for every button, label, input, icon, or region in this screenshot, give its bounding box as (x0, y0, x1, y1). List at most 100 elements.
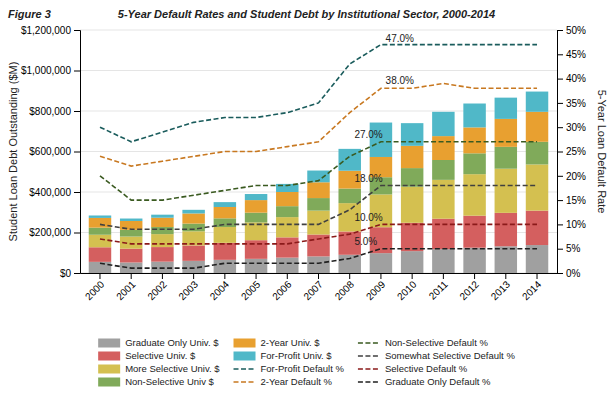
legend-label: For-Profit Univ. $ (261, 350, 333, 361)
line (100, 83, 537, 166)
legend-swatch (234, 368, 256, 370)
bar (401, 146, 423, 168)
chart: 2000200120022003200420052006200720082009… (0, 0, 613, 393)
x-tick: 2014 (520, 273, 544, 302)
x-tick: 2001 (114, 273, 138, 302)
tick-label: $1,000,000 (21, 65, 71, 76)
tick-label: $0 (60, 268, 72, 279)
tick-label: 40% (566, 73, 586, 84)
line (100, 45, 537, 142)
tick-label: 30% (566, 122, 586, 133)
tick-mark (318, 273, 319, 279)
tick-mark (162, 273, 163, 279)
bar-series (89, 142, 549, 237)
bar (463, 216, 485, 248)
x-tick: 2012 (457, 273, 481, 302)
tick-mark (557, 127, 563, 128)
legend-label: For-Profit Default % (261, 363, 345, 374)
y2-tick: 15% (557, 195, 586, 206)
bar (245, 222, 267, 240)
tick-label: 2012 (457, 278, 481, 302)
tick-mark (380, 273, 381, 279)
x-tick: 2003 (176, 273, 200, 302)
tick-label: 2003 (176, 278, 200, 302)
legend-swatch (98, 339, 120, 348)
tick-mark (224, 273, 225, 279)
legend-label: Non-Selective Default % (385, 337, 489, 348)
bar (495, 98, 517, 119)
bar (214, 243, 236, 260)
tick-mark (74, 111, 80, 112)
bar (276, 217, 298, 237)
tick-mark (74, 71, 80, 72)
bar (276, 192, 298, 206)
bar (463, 248, 485, 273)
bar (526, 164, 548, 210)
y-tick: $800,000 (29, 106, 80, 117)
bar (151, 262, 173, 273)
legend-item: Non-Selective Default % (358, 337, 489, 348)
bar (526, 92, 548, 112)
tick-mark (557, 30, 563, 31)
legend-label: More Selective Univ. $ (125, 363, 220, 374)
grid-line (80, 30, 557, 31)
tick-label: 2000 (83, 278, 107, 302)
bar (495, 119, 517, 147)
y2-tick: 20% (557, 171, 586, 182)
tick-label: 50% (566, 25, 586, 36)
grid (80, 30, 557, 273)
tick-label: $800,000 (29, 106, 71, 117)
tick-label: 2001 (114, 278, 138, 302)
x-tick: 2011 (427, 273, 450, 302)
line (100, 224, 537, 243)
tick-mark (443, 273, 444, 279)
axis-line (558, 31, 564, 274)
tick-mark (557, 54, 563, 55)
legend-swatch (234, 381, 256, 383)
x-tick: 2013 (489, 273, 513, 302)
tick-label: 25% (566, 146, 586, 157)
tick-label: 2010 (395, 278, 419, 302)
y-tick: $600,000 (29, 146, 80, 157)
bar (276, 206, 298, 217)
tick-mark (412, 273, 413, 279)
tick-label: 2011 (427, 278, 450, 301)
bar (182, 213, 204, 223)
legend-item: More Selective Univ. $ (98, 363, 220, 374)
tick-mark (287, 273, 288, 279)
y2-tick: 35% (557, 98, 586, 109)
tick-label: 45% (566, 49, 586, 60)
bar (338, 189, 360, 204)
figure-label: Figure 3 (8, 8, 51, 20)
tick-mark (557, 224, 563, 225)
tick-label: 2009 (364, 278, 388, 302)
y2-tick: 0% (557, 268, 581, 279)
y2-tick: 40% (557, 73, 586, 84)
bar (463, 104, 485, 128)
legend-item: Somewhat Selective Default % (358, 350, 515, 361)
tick-label: $600,000 (29, 146, 71, 157)
legend-swatch (234, 339, 256, 348)
legend-label: Graduate Only Univ. $ (125, 337, 219, 348)
bar (245, 200, 267, 213)
bar (214, 218, 236, 227)
axis-line (74, 31, 81, 274)
legend-item: 2-Year Univ. $ (234, 337, 321, 348)
legend-swatch (358, 381, 380, 383)
legend-item: Non-Selective Univ $ (98, 376, 214, 387)
tick-label: $400,000 (29, 187, 71, 198)
y2-axis-title: 5-Year Loan Default Rate (596, 90, 608, 214)
annotation: 47.0% (386, 33, 414, 44)
bar (214, 227, 236, 243)
x-tick: 2006 (270, 273, 294, 302)
legend-swatch (98, 378, 120, 387)
bar (120, 219, 142, 221)
bar (214, 207, 236, 218)
bar (151, 234, 173, 247)
tick-label: 2004 (208, 278, 232, 302)
bar (338, 255, 360, 273)
bar (245, 213, 267, 223)
bar (432, 160, 454, 180)
y2-tick: 25% (557, 146, 586, 157)
tick-label: 2005 (239, 278, 263, 302)
